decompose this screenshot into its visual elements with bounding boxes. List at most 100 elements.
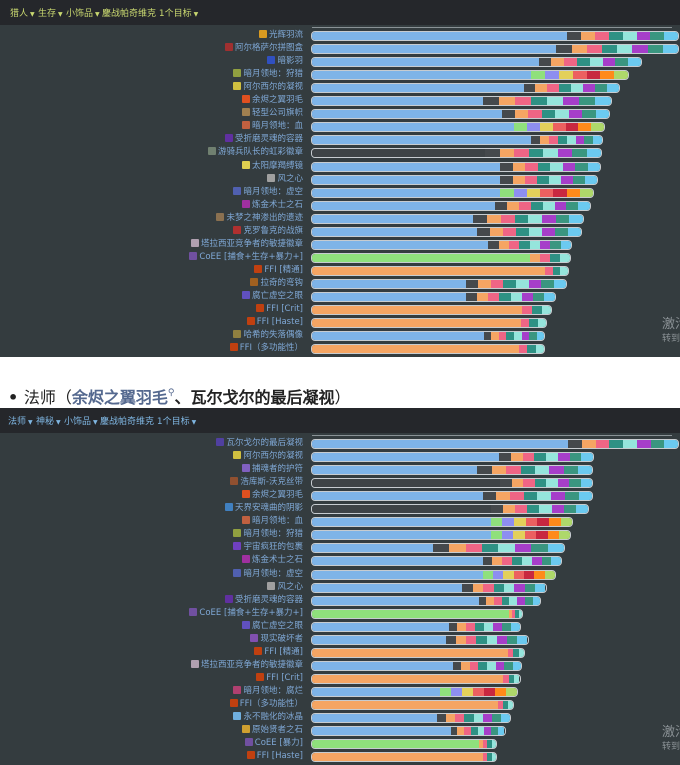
bar-label[interactable]: 炼金术士之石: [241, 555, 303, 566]
bar-label[interactable]: 塔拉西亚竞争者的敏捷徽章: [190, 659, 303, 671]
bar-label[interactable]: 暗月领地：腐烂: [233, 685, 303, 697]
stacked-bar[interactable]: [311, 478, 594, 489]
stacked-bar[interactable]: [311, 200, 592, 211]
stacked-bar[interactable]: [311, 517, 574, 528]
bar-label[interactable]: CoEE [捕食+生存+暴力+]: [189, 607, 303, 619]
stacked-bar[interactable]: [311, 122, 606, 133]
stacked-bar[interactable]: [311, 439, 679, 449]
bar-label[interactable]: 暗月领地：狩猎: [233, 529, 303, 540]
stacked-bar[interactable]: [311, 569, 557, 580]
stacked-bar[interactable]: [311, 700, 514, 710]
bar-label[interactable]: 光辉羽流: [258, 30, 303, 41]
bar-label[interactable]: FFI（多功能性）: [229, 343, 303, 354]
bar-label[interactable]: FFI [精通]: [254, 264, 303, 276]
bar-label[interactable]: 哈希的失落偶像: [233, 330, 303, 341]
stacked-bar[interactable]: [311, 83, 621, 94]
bar-label[interactable]: CoEE [暴力]: [244, 738, 303, 749]
bar-label[interactable]: 暗影羽: [267, 56, 303, 67]
fight-style-dropdown[interactable]: 鏖战帕奇维克 1个目标 ▼: [102, 6, 198, 19]
stacked-bar[interactable]: [311, 265, 570, 276]
stacked-bar[interactable]: [311, 465, 594, 476]
bar-label[interactable]: 瓦尔戈尔的最后凝视: [216, 438, 303, 449]
bar-label[interactable]: 腐亡虚空之眼: [241, 291, 303, 302]
class-dropdown[interactable]: 猎人 ▼: [10, 6, 35, 19]
bar-label[interactable]: 宇宙疯狂的包裹: [233, 542, 303, 553]
bar-label[interactable]: 游骑兵队长的虹彩徽章: [207, 147, 303, 158]
stacked-bar[interactable]: [311, 70, 630, 81]
bar-label[interactable]: 未梦之神渗出的遗迹: [216, 212, 303, 224]
search-icon[interactable]: ⚲: [167, 388, 175, 398]
bar-label[interactable]: 暗月领地：虚空: [233, 186, 303, 198]
bar-label[interactable]: 余烬之翼羽毛: [241, 95, 303, 106]
bar-label[interactable]: 捕魂者的护符: [241, 464, 303, 475]
bar-label[interactable]: 腐亡虚空之眼: [241, 620, 303, 632]
stacked-bar[interactable]: [311, 739, 498, 750]
bar-label[interactable]: FFI [精通]: [254, 646, 303, 658]
bar-label[interactable]: 浩库斯-沃克丝带: [230, 477, 303, 488]
bar-label[interactable]: 塔拉西亚竞争者的敏捷徽章: [190, 238, 303, 250]
stacked-bar[interactable]: [311, 305, 553, 316]
stacked-bar[interactable]: [311, 318, 548, 329]
bar-label[interactable]: FFI（多功能性）: [229, 699, 303, 710]
stacked-bar[interactable]: [311, 452, 595, 463]
stacked-bar[interactable]: [311, 726, 506, 737]
stacked-bar[interactable]: [311, 31, 679, 41]
stacked-bar[interactable]: [311, 292, 557, 302]
bar-label[interactable]: 永不融化的冰晶: [233, 712, 303, 723]
stacked-bar[interactable]: [311, 634, 529, 645]
bar-label[interactable]: 暗月领地：虚空: [233, 568, 303, 580]
stacked-bar[interactable]: [311, 582, 547, 593]
stacked-bar[interactable]: [311, 530, 572, 541]
bar-label[interactable]: FFI [Haste]: [246, 751, 303, 762]
bar-label[interactable]: CoEE [捕食+生存+暴力+]: [189, 251, 303, 263]
stacked-bar[interactable]: [311, 344, 546, 355]
fight-style-dropdown[interactable]: 鏖战帕奇维克 1个目标 ▼: [100, 414, 196, 427]
stacked-bar[interactable]: [311, 187, 595, 198]
bar-label[interactable]: 风之心: [267, 581, 303, 593]
stacked-bar[interactable]: [311, 161, 602, 172]
bar-label[interactable]: 暗月领地：血: [241, 516, 303, 527]
stacked-bar[interactable]: [311, 44, 679, 55]
bar-label[interactable]: 阿尔西尔的凝视: [233, 82, 303, 93]
stacked-bar[interactable]: [311, 673, 521, 684]
stacked-bar[interactable]: [311, 331, 546, 342]
stacked-bar[interactable]: [311, 174, 599, 185]
bar-label[interactable]: 余烬之翼羽毛: [241, 490, 303, 501]
stacked-bar[interactable]: [311, 713, 512, 724]
stacked-bar[interactable]: [311, 135, 604, 146]
stacked-bar[interactable]: [311, 660, 523, 671]
bar-label[interactable]: 轻型公司旗帜: [241, 108, 303, 119]
bar-label[interactable]: 炼金术士之石: [241, 199, 303, 211]
spec-dropdown[interactable]: 神秘 ▼: [36, 414, 61, 427]
stacked-bar[interactable]: [311, 57, 643, 68]
stacked-bar[interactable]: [311, 608, 524, 619]
stacked-bar[interactable]: [311, 621, 522, 632]
bar-label[interactable]: 太阳摩羯缚镜: [241, 160, 303, 172]
bar-label[interactable]: 阿尔西尔的凝视: [233, 451, 303, 462]
stacked-bar[interactable]: [311, 252, 572, 263]
bar-label[interactable]: FFI [Haste]: [246, 317, 303, 328]
bar-label[interactable]: 天界安魂曲的阴影: [224, 503, 303, 514]
bar-label[interactable]: 阿尔格萨尔拼图盒: [224, 43, 303, 54]
bar-label[interactable]: 受折磨灵魂的容器: [224, 134, 303, 145]
stacked-bar[interactable]: [311, 595, 542, 606]
bar-label[interactable]: 原始贤者之石: [241, 725, 303, 736]
stacked-bar[interactable]: [311, 239, 573, 250]
bar-label[interactable]: 克罗鲁克的战旗: [233, 225, 303, 237]
stacked-bar[interactable]: [311, 96, 613, 107]
stacked-bar[interactable]: [311, 647, 526, 658]
stacked-bar[interactable]: [311, 148, 603, 159]
stacked-bar[interactable]: [311, 226, 583, 237]
class-dropdown[interactable]: 法师 ▼: [8, 414, 33, 427]
stacked-bar[interactable]: [311, 491, 594, 502]
item-link[interactable]: 余烬之翼羽毛: [71, 388, 168, 407]
spec-dropdown[interactable]: 生存 ▼: [38, 6, 63, 19]
bar-label[interactable]: FFI [Crit]: [256, 672, 303, 684]
category-dropdown[interactable]: 小饰品 ▼: [64, 414, 98, 427]
bar-label[interactable]: 风之心: [267, 173, 303, 185]
stacked-bar[interactable]: [311, 752, 498, 763]
stacked-bar[interactable]: [311, 543, 566, 554]
bar-label[interactable]: FFI [Crit]: [256, 304, 303, 315]
bar-label[interactable]: 拉奇的弯钩: [250, 277, 303, 289]
stacked-bar[interactable]: [311, 686, 518, 697]
